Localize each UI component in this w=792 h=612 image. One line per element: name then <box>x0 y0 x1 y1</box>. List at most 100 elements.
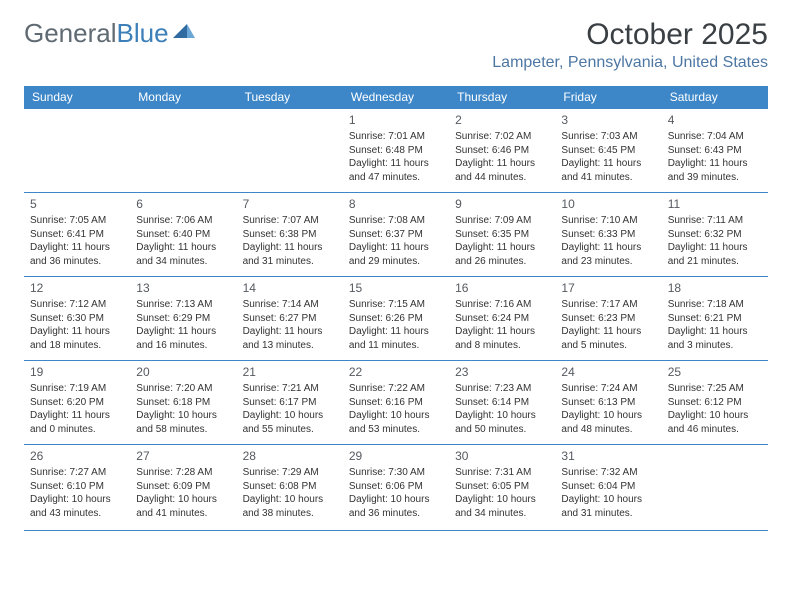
day-number: 11 <box>668 196 762 212</box>
sunset-line: Sunset: 6:46 PM <box>455 144 549 158</box>
calendar-table: SundayMondayTuesdayWednesdayThursdayFrid… <box>24 86 768 531</box>
sunrise-line: Sunrise: 7:13 AM <box>136 298 230 312</box>
calendar-day-cell: 14Sunrise: 7:14 AMSunset: 6:27 PMDayligh… <box>237 277 343 361</box>
sunset-line: Sunset: 6:38 PM <box>243 228 337 242</box>
day-number: 17 <box>561 280 655 296</box>
day-number: 28 <box>243 448 337 464</box>
day-number: 6 <box>136 196 230 212</box>
daylight-line: Daylight: 10 hours and 43 minutes. <box>30 493 124 520</box>
sunset-line: Sunset: 6:33 PM <box>561 228 655 242</box>
sunrise-line: Sunrise: 7:23 AM <box>455 382 549 396</box>
day-number: 13 <box>136 280 230 296</box>
daylight-line: Daylight: 10 hours and 55 minutes. <box>243 409 337 436</box>
calendar-day-cell: 3Sunrise: 7:03 AMSunset: 6:45 PMDaylight… <box>555 109 661 193</box>
day-number: 30 <box>455 448 549 464</box>
day-number: 12 <box>30 280 124 296</box>
day-number: 5 <box>30 196 124 212</box>
sunset-line: Sunset: 6:13 PM <box>561 396 655 410</box>
sunset-line: Sunset: 6:18 PM <box>136 396 230 410</box>
calendar-day-cell: 20 Sunrise: 7:20 AMSunset: 6:18 PMDayligh… <box>130 361 236 445</box>
day-number: 27 <box>136 448 230 464</box>
day-number: 1 <box>349 112 443 128</box>
sunset-line: Sunset: 6:26 PM <box>349 312 443 326</box>
calendar-day-cell: 7Sunrise: 7:07 AMSunset: 6:38 PMDaylight… <box>237 193 343 277</box>
sunrise-line: Sunrise: 7:25 AM <box>668 382 762 396</box>
sunset-line: Sunset: 6:04 PM <box>561 480 655 494</box>
logo: GeneralBlue <box>24 18 195 49</box>
daylight-line: Daylight: 11 hours and 41 minutes. <box>561 157 655 184</box>
calendar-day-cell: 27Sunrise: 7:28 AMSunset: 6:09 PMDayligh… <box>130 445 236 531</box>
sunrise-line: Sunrise: 7:04 AM <box>668 130 762 144</box>
sunset-line: Sunset: 6:10 PM <box>30 480 124 494</box>
sunset-line: Sunset: 6:05 PM <box>455 480 549 494</box>
day-number: 2 <box>455 112 549 128</box>
sunrise-line: Sunrise: 7:20 AM <box>136 382 230 396</box>
calendar-day-cell: 11Sunrise: 7:11 AMSunset: 6:32 PMDayligh… <box>662 193 768 277</box>
daylight-line: Daylight: 11 hours and 39 minutes. <box>668 157 762 184</box>
day-number: 18 <box>668 280 762 296</box>
day-number: 19 <box>30 364 124 380</box>
day-number: 20 <box>136 364 230 380</box>
daylight-line: Daylight: 11 hours and 21 minutes. <box>668 241 762 268</box>
daylight-line: Daylight: 11 hours and 16 minutes. <box>136 325 230 352</box>
calendar-day-cell: 5Sunrise: 7:05 AMSunset: 6:41 PMDaylight… <box>24 193 130 277</box>
daylight-line: Daylight: 11 hours and 26 minutes. <box>455 241 549 268</box>
day-number: 10 <box>561 196 655 212</box>
calendar-body: 1Sunrise: 7:01 AMSunset: 6:48 PMDaylight… <box>24 109 768 531</box>
daylight-line: Daylight: 11 hours and 3 minutes. <box>668 325 762 352</box>
daylight-line: Daylight: 11 hours and 5 minutes. <box>561 325 655 352</box>
day-number: 23 <box>455 364 549 380</box>
calendar-day-cell: 13 Sunrise: 7:13 AMSunset: 6:29 PMDayligh… <box>130 277 236 361</box>
calendar-day-cell: 25Sunrise: 7:25 AMSunset: 6:12 PMDayligh… <box>662 361 768 445</box>
sunset-line: Sunset: 6:20 PM <box>30 396 124 410</box>
sunrise-line: Sunrise: 7:08 AM <box>349 214 443 228</box>
calendar-day-cell: 12Sunrise: 7:12 AMSunset: 6:30 PMDayligh… <box>24 277 130 361</box>
sunrise-line: Sunrise: 7:01 AM <box>349 130 443 144</box>
calendar-week-row: 1Sunrise: 7:01 AMSunset: 6:48 PMDaylight… <box>24 109 768 193</box>
sunrise-line: Sunrise: 7:19 AM <box>30 382 124 396</box>
calendar-day-cell: 6Sunrise: 7:06 AMSunset: 6:40 PMDaylight… <box>130 193 236 277</box>
weekday-header: Tuesday <box>237 86 343 109</box>
calendar-day-cell: 10Sunrise: 7:10 AMSunset: 6:33 PMDayligh… <box>555 193 661 277</box>
calendar-day-cell <box>237 109 343 193</box>
calendar-day-cell: 30Sunrise: 7:31 AMSunset: 6:05 PMDayligh… <box>449 445 555 531</box>
calendar-day-cell: 17Sunrise: 7:17 AMSunset: 6:23 PMDayligh… <box>555 277 661 361</box>
calendar-head: SundayMondayTuesdayWednesdayThursdayFrid… <box>24 86 768 109</box>
day-number: 29 <box>349 448 443 464</box>
day-number: 31 <box>561 448 655 464</box>
weekday-header: Monday <box>130 86 236 109</box>
daylight-line: Daylight: 11 hours and 29 minutes. <box>349 241 443 268</box>
daylight-line: Daylight: 10 hours and 50 minutes. <box>455 409 549 436</box>
sunset-line: Sunset: 6:14 PM <box>455 396 549 410</box>
sunset-line: Sunset: 6:40 PM <box>136 228 230 242</box>
sunrise-line: Sunrise: 7:10 AM <box>561 214 655 228</box>
calendar-day-cell: 24Sunrise: 7:24 AMSunset: 6:13 PMDayligh… <box>555 361 661 445</box>
sunrise-line: Sunrise: 7:16 AM <box>455 298 549 312</box>
weekday-header: Sunday <box>24 86 130 109</box>
daylight-line: Daylight: 11 hours and 13 minutes. <box>243 325 337 352</box>
daylight-line: Daylight: 10 hours and 58 minutes. <box>136 409 230 436</box>
sunset-line: Sunset: 6:35 PM <box>455 228 549 242</box>
sunrise-line: Sunrise: 7:14 AM <box>243 298 337 312</box>
weekday-header: Thursday <box>449 86 555 109</box>
sunrise-line: Sunrise: 7:30 AM <box>349 466 443 480</box>
daylight-line: Daylight: 11 hours and 8 minutes. <box>455 325 549 352</box>
logo-text-general: General <box>24 18 117 49</box>
sunrise-line: Sunrise: 7:18 AM <box>668 298 762 312</box>
sunset-line: Sunset: 6:29 PM <box>136 312 230 326</box>
calendar-day-cell: 1Sunrise: 7:01 AMSunset: 6:48 PMDaylight… <box>343 109 449 193</box>
sunset-line: Sunset: 6:16 PM <box>349 396 443 410</box>
day-number: 7 <box>243 196 337 212</box>
day-number: 3 <box>561 112 655 128</box>
daylight-line: Daylight: 10 hours and 38 minutes. <box>243 493 337 520</box>
calendar-day-cell: 18Sunrise: 7:18 AMSunset: 6:21 PMDayligh… <box>662 277 768 361</box>
calendar-day-cell: 4Sunrise: 7:04 AMSunset: 6:43 PMDaylight… <box>662 109 768 193</box>
sunrise-line: Sunrise: 7:17 AM <box>561 298 655 312</box>
sunset-line: Sunset: 6:08 PM <box>243 480 337 494</box>
location-text: Lampeter, Pennsylvania, United States <box>492 54 768 72</box>
day-number: 24 <box>561 364 655 380</box>
sunset-line: Sunset: 6:41 PM <box>30 228 124 242</box>
sunset-line: Sunset: 6:30 PM <box>30 312 124 326</box>
calendar-week-row: 12Sunrise: 7:12 AMSunset: 6:30 PMDayligh… <box>24 277 768 361</box>
calendar-day-cell: 16Sunrise: 7:16 AMSunset: 6:24 PMDayligh… <box>449 277 555 361</box>
